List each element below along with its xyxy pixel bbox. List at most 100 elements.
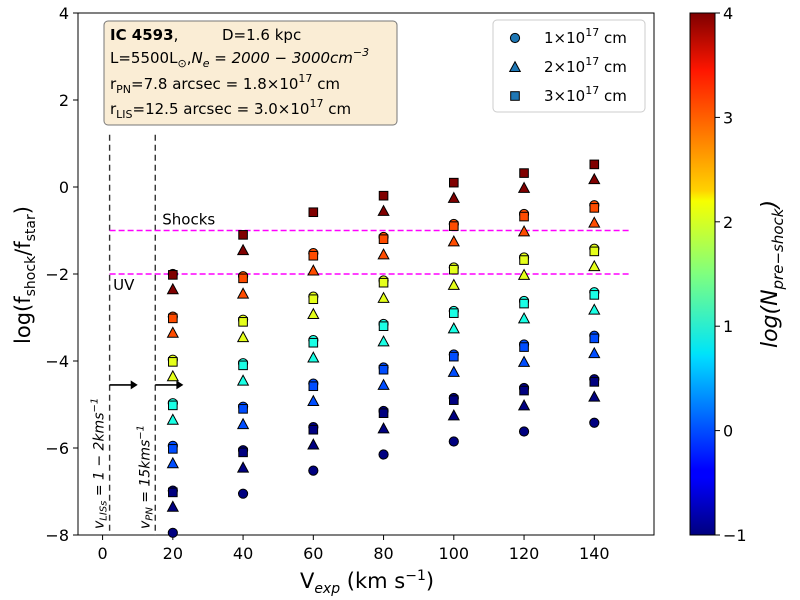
data-point-square <box>589 333 600 344</box>
data-point-triangle <box>588 172 601 185</box>
data-point-triangle <box>166 456 179 469</box>
data-point-triangle <box>166 369 179 382</box>
vline-label-sub: PN <box>144 507 155 521</box>
data-point-triangle <box>377 204 390 216</box>
colorbar-tick-label: −1 <box>723 526 747 545</box>
vline-label-sub: LISs <box>99 501 110 521</box>
hline-label-0: Shocks <box>162 211 215 229</box>
data-point-square <box>449 264 459 275</box>
data-point-circle <box>448 436 459 447</box>
info-sun-symbol: ⊙ <box>177 57 186 70</box>
info-rpn-rest: =7.8 arcsec = 1.8×10 <box>131 75 298 93</box>
colorbar-tick-label: 3 <box>723 108 733 127</box>
arrow-head-1 <box>176 380 184 390</box>
y-tick-label: 4 <box>59 4 69 23</box>
data-point-square <box>168 400 178 411</box>
data-point-circle <box>167 527 178 538</box>
data-point-square <box>238 273 248 284</box>
data-point-square <box>238 230 248 240</box>
colorbar-tick-label: 1 <box>723 317 733 336</box>
colorbar-label-main: log(N <box>758 289 783 348</box>
data-point-triangle <box>517 181 531 193</box>
data-point-triangle <box>307 351 320 363</box>
data-point-square <box>519 211 529 222</box>
data-point-square <box>378 364 389 375</box>
info-ne-main: N <box>191 49 202 67</box>
data-point-square <box>378 321 389 331</box>
data-point-triangle <box>166 413 179 425</box>
data-point-square <box>519 298 529 309</box>
data-point-square <box>449 308 459 318</box>
data-point-square <box>168 357 178 367</box>
data-point-triangle <box>236 417 250 430</box>
x-tick-label: 140 <box>579 544 610 563</box>
info-line-3: rPN=7.8 arcsec = 1.8×1017 cm <box>110 72 340 96</box>
data-point-square <box>378 190 389 201</box>
legend-0-unit: cm <box>599 29 627 47</box>
data-point-square <box>589 246 600 257</box>
legend-1-unit: cm <box>599 58 627 76</box>
x-tick-label: 40 <box>233 544 253 563</box>
y-label-pre: log(f <box>11 296 35 344</box>
data-point-square <box>378 234 389 244</box>
y-tick-label: 2 <box>59 91 69 110</box>
data-point-triangle <box>307 264 320 276</box>
legend-2-base: 3×10 <box>544 87 585 105</box>
info-ne-sub: e <box>203 57 210 70</box>
hline-label-1: UV <box>113 276 135 294</box>
info-rlis-main: r <box>110 100 117 118</box>
y-tick-label: −8 <box>45 526 69 545</box>
data-point-square <box>519 342 529 352</box>
data-point-triangle <box>307 394 320 407</box>
legend-label-0: 1×1017 cm <box>544 26 627 47</box>
data-point-triangle <box>377 378 390 390</box>
data-point-triangle <box>377 335 390 347</box>
data-point-triangle <box>588 216 601 228</box>
data-point-square <box>519 168 529 178</box>
data-point-triangle <box>307 307 320 320</box>
x-label-unit-sup: −1 <box>405 568 426 584</box>
info-rlis-exp: 17 <box>309 97 323 110</box>
vline-label-text: = 15kms <box>137 440 153 507</box>
data-point-triangle <box>588 259 601 272</box>
colorbar-ticks: −1 0 1 2 3 4 <box>715 4 747 545</box>
data-point-square <box>519 385 529 396</box>
y-tick-label: −2 <box>45 265 69 284</box>
data-point-triangle <box>236 287 250 299</box>
data-point-square <box>308 381 319 392</box>
data-point-triangle <box>447 409 460 421</box>
data-point-triangle <box>236 330 250 343</box>
data-point-triangle <box>236 374 250 386</box>
legend-markers <box>508 32 522 101</box>
legend-1-base: 2×10 <box>544 58 585 76</box>
y-tick-label: −4 <box>45 352 69 371</box>
data-point-triangle <box>236 461 250 473</box>
x-tick-label: 120 <box>509 544 540 563</box>
data-point-square <box>168 270 178 280</box>
info-line-1: IC 4593, D=1.6 kpc <box>110 26 301 44</box>
vline-label-0: vLISs = 1 − 2kms−1 <box>90 398 110 529</box>
vline-label-v: v <box>137 520 153 529</box>
legend-label-2: 3×1017 cm <box>544 84 627 105</box>
colorbar-gradient <box>689 12 716 536</box>
info-rpn-unit: cm <box>312 75 340 93</box>
data-point-square <box>168 487 178 498</box>
legend-0-base: 1×10 <box>544 29 585 47</box>
vline-label-1: vPN = 15kms−1 <box>135 425 155 529</box>
data-point-triangle <box>447 322 460 334</box>
data-point-square <box>308 424 319 435</box>
colorbar-label-sub: pre−shock <box>769 207 787 290</box>
info-distance: D=1.6 kpc <box>222 26 301 44</box>
info-line-2: L=5500L⊙,Ne = 2000 − 3000cm−3 <box>110 46 369 70</box>
y-label-sub2: star <box>23 214 39 241</box>
data-point-square <box>238 317 248 327</box>
legend-label-1: 2×1017 cm <box>544 55 627 76</box>
data-point-triangle <box>447 278 460 290</box>
x-axis-label: Vexp (km s−1) <box>300 568 434 597</box>
x-tick-label: 20 <box>163 544 183 563</box>
info-comma: , <box>174 26 179 44</box>
data-point-square <box>308 294 319 305</box>
data-point-square <box>378 408 389 418</box>
data-point-triangle <box>166 282 179 295</box>
data-point-triangle <box>166 500 179 512</box>
